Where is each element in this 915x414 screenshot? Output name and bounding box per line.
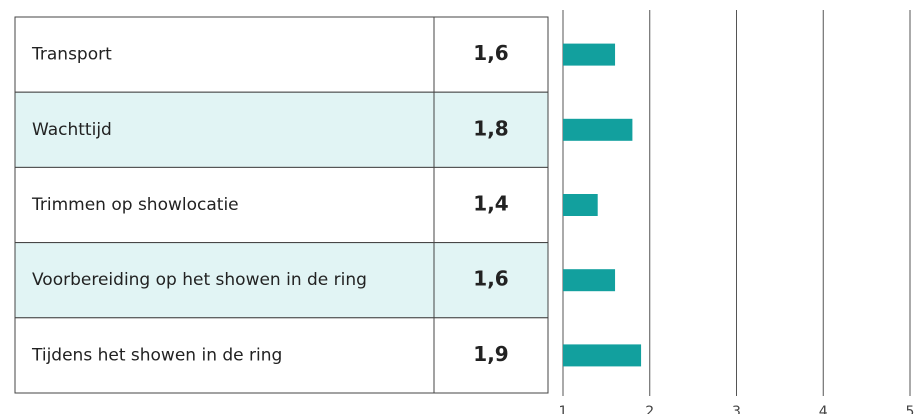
category-label: Voorbereiding op het showen in de ring xyxy=(32,270,367,290)
category-label: Tijdens het showen in de ring xyxy=(31,345,282,365)
bar xyxy=(563,269,616,292)
table-row xyxy=(14,242,549,319)
bar xyxy=(563,118,633,141)
x-tick-label: 5 xyxy=(906,404,915,414)
value-label: 1,4 xyxy=(473,192,508,216)
bar xyxy=(563,194,598,216)
x-tick-label: 3 xyxy=(732,404,741,414)
category-label: Trimmen op showlocatie xyxy=(31,195,239,215)
table-row xyxy=(14,16,549,93)
x-tick-label: 1 xyxy=(559,404,568,414)
value-label: 1,6 xyxy=(473,267,508,291)
category-label: Wachttijd xyxy=(32,120,112,140)
table-row xyxy=(14,91,549,168)
value-label: 1,6 xyxy=(473,41,508,65)
category-label: Transport xyxy=(31,45,112,65)
x-tick-label: 2 xyxy=(645,404,654,414)
value-label: 1,9 xyxy=(473,342,508,366)
table-row xyxy=(14,166,549,244)
x-tick-label: 4 xyxy=(819,404,828,414)
bar xyxy=(563,43,616,66)
table-row xyxy=(14,317,549,394)
value-label: 1,8 xyxy=(473,116,508,140)
bar xyxy=(563,344,642,367)
